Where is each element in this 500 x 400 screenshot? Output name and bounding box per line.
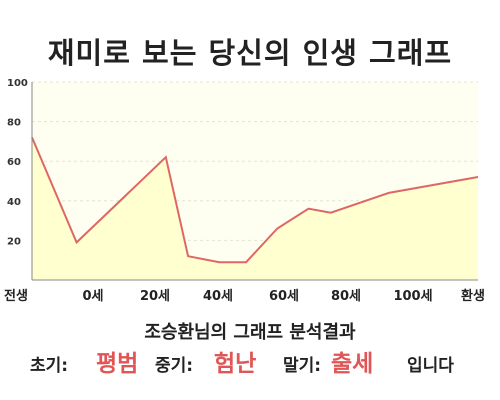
x-tick-label: 20세: [140, 289, 170, 304]
y-tick-label: 80: [7, 118, 21, 129]
life-area-fill: [32, 137, 478, 280]
analysis-result: 초기: 평범 중기: 험난 말기: 출세 입니다: [0, 348, 500, 380]
life-graph-chart: 20 40 60 80 100 전생 0세 20세 40세 60세 80세 100세 환생: [4, 78, 485, 304]
early-label: 초기:: [30, 356, 69, 376]
analysis-subtitle: 조승환님의 그래프 분석결과: [144, 322, 356, 343]
mid-value: 험난: [214, 351, 257, 377]
y-tick-labels: 20 40 60 80 100: [7, 78, 28, 247]
x-tick-label: 환생: [461, 288, 485, 304]
x-tick-label: 40세: [203, 289, 233, 304]
early-value: 평범: [96, 351, 139, 377]
y-tick-label: 40: [7, 197, 21, 208]
chart-title: 재미로 보는 당신의 인생 그래프: [47, 36, 453, 70]
x-tick-label: 100세: [393, 289, 432, 304]
x-tick-label: 전생: [4, 288, 28, 304]
x-tick-label: 80세: [331, 289, 361, 304]
y-tick-label: 100: [7, 78, 28, 89]
late-value: 출세: [331, 351, 374, 377]
x-tick-label: 0세: [82, 289, 103, 304]
x-tick-label: 60세: [269, 289, 299, 304]
mid-label: 중기:: [155, 356, 194, 376]
y-tick-label: 60: [7, 157, 21, 168]
y-tick-label: 20: [7, 236, 21, 247]
x-tick-labels: 전생 0세 20세 40세 60세 80세 100세 환생: [4, 288, 485, 304]
result-ending: 입니다: [407, 356, 454, 376]
late-label: 말기:: [283, 356, 322, 376]
life-line-series: [31, 137, 479, 264]
